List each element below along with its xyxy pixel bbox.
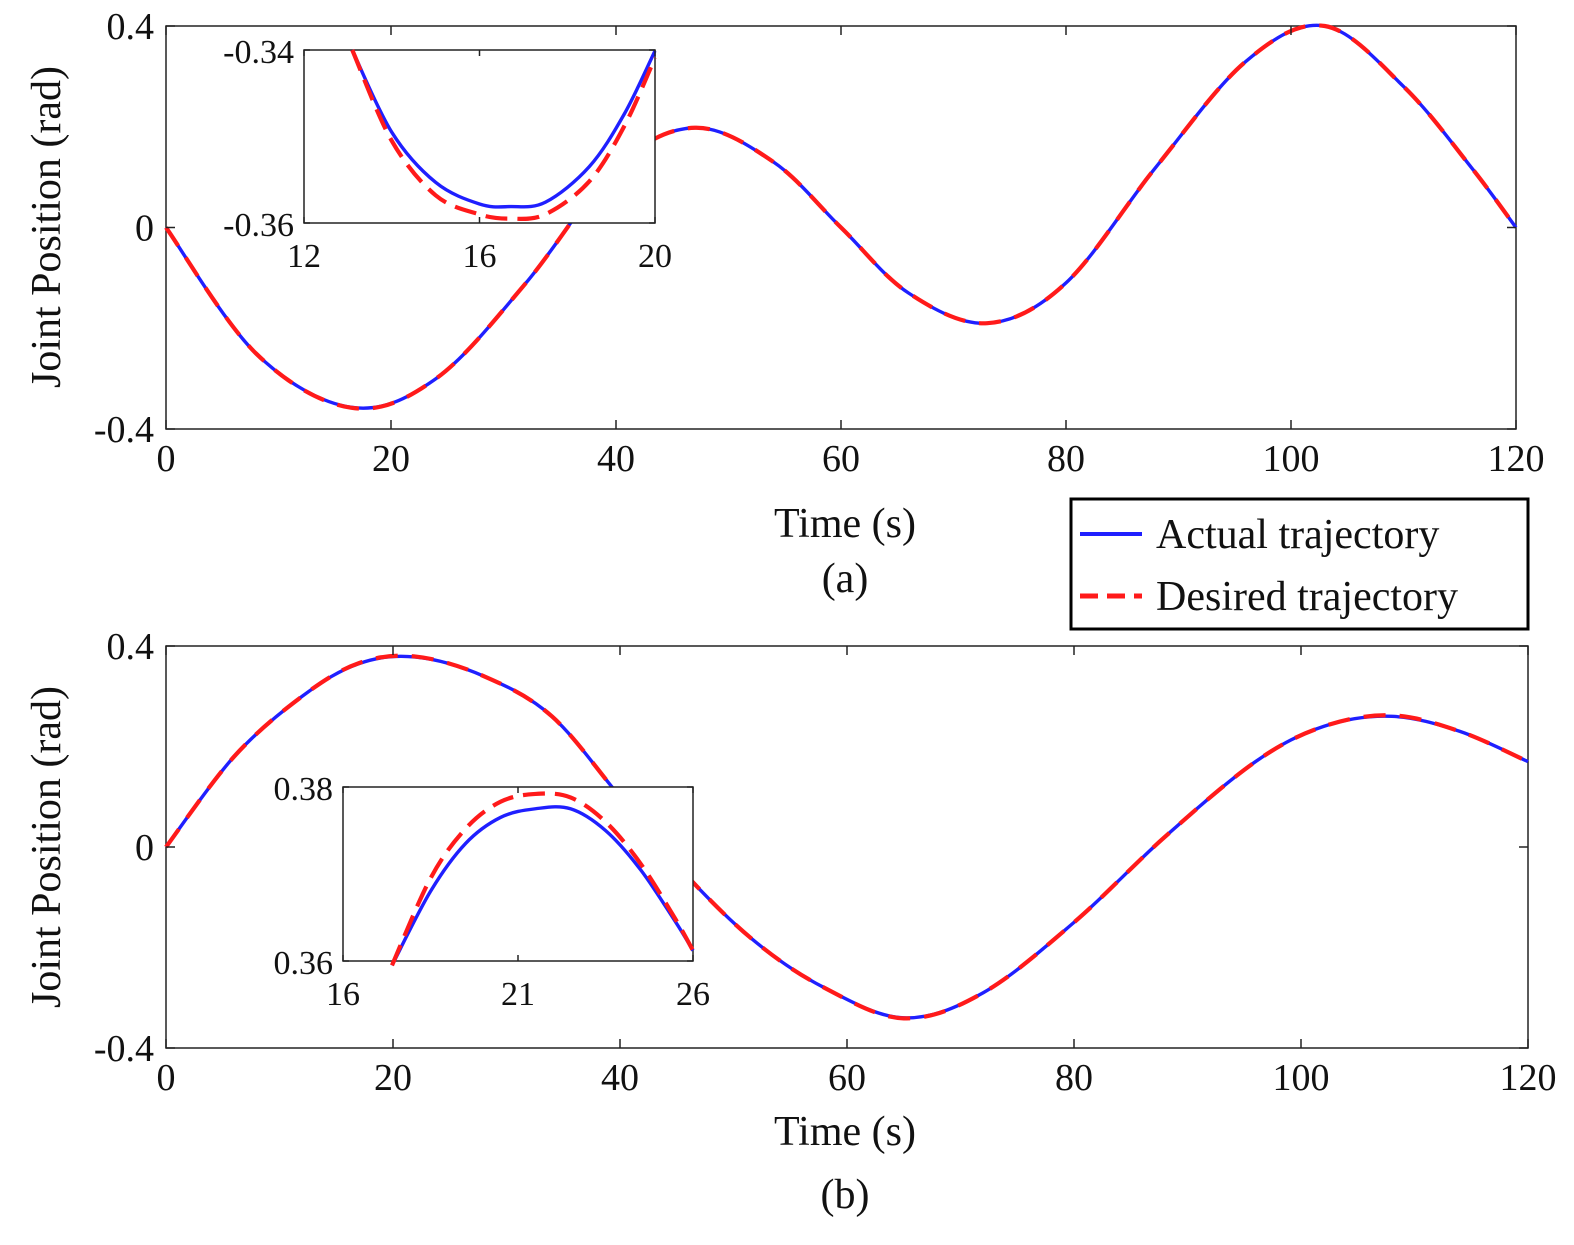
panel-a-inset-x-tick-label: 16 (463, 238, 497, 275)
panel-a-inset: 12 16 20 -0.36 -0.34 (223, 34, 672, 275)
panel-b-y-tick-label: 0.4 (107, 626, 155, 668)
panel-a: 0 20 40 60 80 100 120 -0.400.4 Time (s) Joint … (24, 6, 1545, 602)
panel-b-inset: 16 21 26 0.36 0.38 (274, 771, 711, 1013)
panel-a-inset-x-tick-label: 20 (638, 238, 672, 275)
panel-b-inset-desired-trajectory-line (390, 791, 695, 967)
panel-a-caption: (a) (822, 556, 869, 602)
panel-a-inset-y-tick-label: -0.34 (223, 34, 294, 71)
panel-b-y-ticks: -0.4 0 0.4 (94, 626, 1528, 1070)
panel-a-ylabel: Joint Position (rad) (24, 66, 70, 388)
panel-b-xlabel: Time (s) (774, 1109, 916, 1155)
panel-b-inset-actual-trajectory-line (390, 805, 695, 967)
panel-a-x-ticks: 0 20 40 60 80 100 120 (157, 26, 1545, 480)
panel-b-inset-x-ticks: 16 21 26 (326, 787, 710, 1013)
panel-b-x-tick-label: 120 (1500, 1057, 1557, 1099)
panel-a-xlabel: Time (s) (774, 501, 916, 547)
panel-a-x-tick-label: 60 (822, 438, 860, 480)
legend-box (1069, 497, 1530, 631)
panel-a-inset-series-group (350, 49, 657, 222)
panel-b-inset-y-tick-label: 0.38 (274, 771, 334, 808)
panel-b-inset-x-tick-label: 21 (501, 976, 535, 1013)
panel-a-x-tick-label: 100 (1263, 438, 1320, 480)
panel-a-x-tick-label: 40 (597, 438, 635, 480)
panel-b-y-tick-label: -0.4 (94, 1028, 154, 1070)
panel-b-desired-trajectory-line (164, 653, 1529, 1021)
panel-b-x-ticks: 0 20 40 60 80 100 120 (157, 646, 1557, 1099)
panel-b-caption: (b) (821, 1172, 870, 1218)
panel-b: 0 20 40 60 80 100 120 -0.400.4 Time (s) Joint … (24, 626, 1557, 1218)
panel-a-inset-desired-trajectory-line (350, 49, 657, 222)
panel-b-x-tick-label: 100 (1273, 1057, 1330, 1099)
panel-a-inset-actual-trajectory-line (350, 49, 657, 209)
panel-a-y-tick-label: -0.4 (94, 409, 154, 451)
panel-b-x-tick-label: 0 (157, 1057, 176, 1099)
panel-a-inset-y-tick-label: -0.36 (223, 207, 294, 244)
legend-actual-label: Actual trajectory (1156, 512, 1439, 558)
panel-b-y-tick-label: 0 (135, 827, 154, 869)
panel-b-inset-y-tick-label: 0.36 (274, 945, 334, 982)
panel-b-inset-background (343, 787, 693, 961)
panel-b-x-tick-label: 20 (374, 1057, 412, 1099)
legend-desired-label: Desired trajectory (1156, 574, 1458, 620)
panel-b-inset-y-ticks: 0.36 0.38 (274, 771, 693, 982)
panel-b-series-group (164, 653, 1529, 1021)
panel-a-inset-y-ticks: -0.36 -0.34 (223, 34, 655, 244)
panel-a-inset-x-ticks: 12 16 20 (287, 50, 672, 275)
panel-a-x-tick-label: 120 (1488, 438, 1545, 480)
panel-a-x-tick-label: 20 (372, 438, 410, 480)
panel-a-desired-trajectory-line (164, 23, 1518, 411)
panel-a-inset-x-tick-label: 12 (287, 238, 321, 275)
panel-a-inset-background (304, 50, 655, 223)
panel-a-x-tick-label: 80 (1047, 438, 1085, 480)
panel-b-x-tick-label: 80 (1055, 1057, 1093, 1099)
panel-a-y-tick-label: 0.4 (107, 6, 155, 48)
legend: Actual trajectory Desired trajectory (1069, 497, 1530, 631)
panel-a-series-group (164, 23, 1518, 411)
panel-a-y-tick-label: 0 (135, 208, 154, 250)
panel-a-y-ticks: -0.4 0 0.4 (94, 6, 1516, 451)
panel-b-x-tick-label: 60 (828, 1057, 866, 1099)
panel-b-inset-series-group (390, 791, 695, 967)
panel-b-inset-x-tick-label: 16 (326, 976, 360, 1013)
panel-b-x-tick-label: 40 (601, 1057, 639, 1099)
panel-a-x-tick-label: 0 (157, 438, 176, 480)
panel-b-ylabel: Joint Position (rad) (24, 686, 70, 1008)
panel-b-inset-x-tick-label: 26 (676, 976, 710, 1013)
